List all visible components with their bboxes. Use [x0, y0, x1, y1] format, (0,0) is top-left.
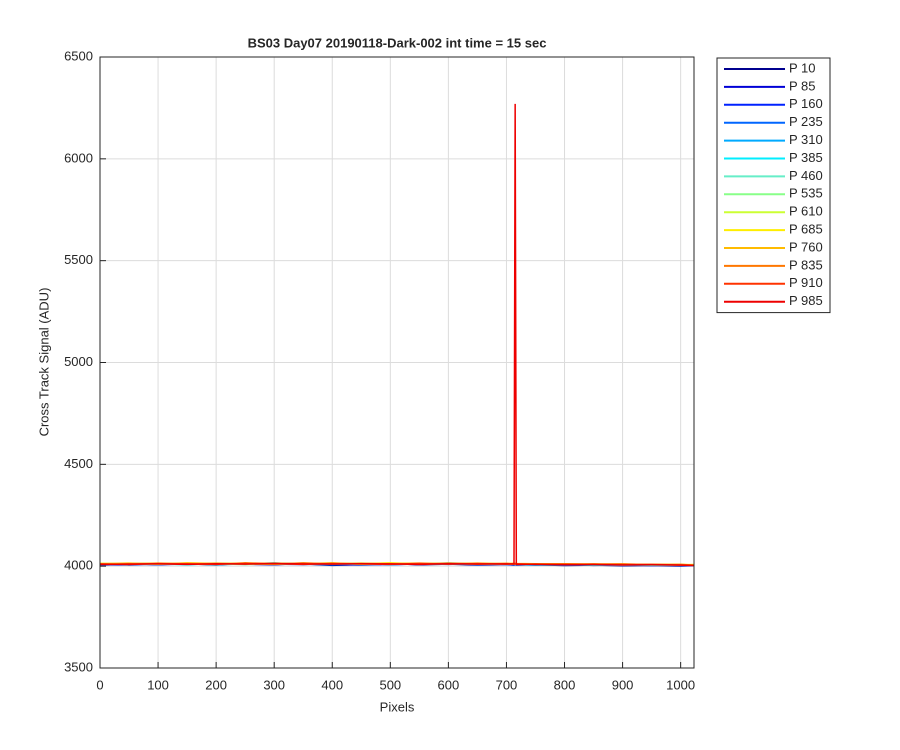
legend-label: P 910 [789, 275, 823, 290]
legend-label: P 610 [789, 204, 823, 219]
y-tick-label: 5500 [64, 252, 93, 267]
y-tick-label: 4500 [64, 456, 93, 471]
plot-frame [99, 56, 695, 669]
legend-label: P 10 [789, 60, 816, 75]
x-tick-label: 200 [205, 677, 227, 692]
y-tick-label: 5000 [64, 354, 93, 369]
legend-label: P 310 [789, 132, 823, 147]
y-axis-label: Cross Track Signal (ADU) [36, 288, 51, 437]
legend-label: P 760 [789, 239, 823, 254]
x-tick-label: 800 [554, 677, 576, 692]
x-tick-label: 700 [496, 677, 518, 692]
data-line [99, 103, 695, 567]
x-tick-label: 1000 [666, 677, 695, 692]
y-tick-label: 6000 [64, 150, 93, 165]
x-axis-label: Pixels [380, 699, 415, 714]
legend-label: P 160 [789, 96, 823, 111]
chart-title: BS03 Day07 20190118-Dark-002 int time = … [248, 35, 547, 50]
legend-label: P 385 [789, 150, 823, 165]
x-tick-label: 500 [379, 677, 401, 692]
legend-label: P 235 [789, 114, 823, 129]
y-tick-label: 4000 [64, 558, 93, 573]
legend-label: P 85 [789, 78, 816, 93]
y-tick-label: 6500 [64, 48, 93, 63]
x-tick-label: 400 [321, 677, 343, 692]
legend-label: P 835 [789, 257, 823, 272]
x-tick-label: 600 [438, 677, 460, 692]
legend-label: P 460 [789, 168, 823, 183]
legend-label: P 535 [789, 186, 823, 201]
x-tick-label: 0 [96, 677, 103, 692]
legend-label: P 685 [789, 222, 823, 237]
x-tick-label: 900 [612, 677, 634, 692]
y-tick-label: 3500 [64, 659, 93, 674]
legend-label: P 985 [789, 293, 823, 308]
x-tick-label: 100 [147, 677, 169, 692]
legend-box [716, 57, 831, 314]
x-tick-label: 300 [263, 677, 285, 692]
